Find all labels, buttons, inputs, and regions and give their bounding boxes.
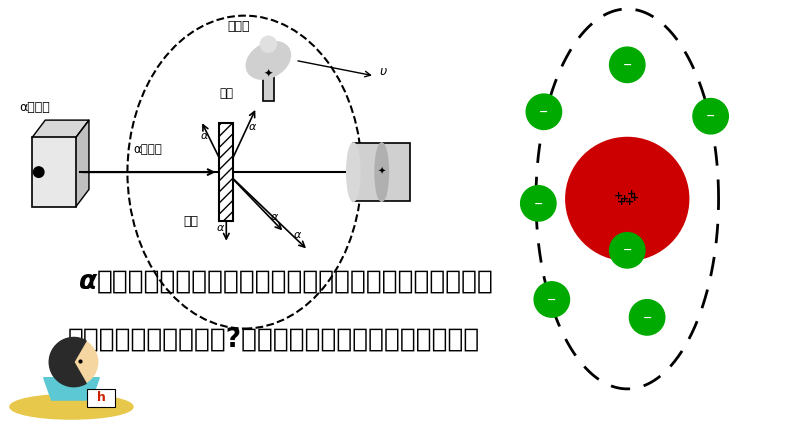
Circle shape: [521, 186, 556, 221]
Text: α: α: [217, 223, 225, 233]
Ellipse shape: [375, 143, 388, 201]
Text: h: h: [97, 391, 106, 404]
Text: 原子核的周围怎样运动?这些还要通过其他事实才能认识。: 原子核的周围怎样运动?这些还要通过其他事实才能认识。: [67, 327, 480, 353]
Text: +: +: [614, 190, 623, 201]
Ellipse shape: [246, 42, 291, 79]
Text: −: −: [534, 198, 543, 208]
Circle shape: [693, 98, 728, 134]
Text: 粒子散射的实验使我们知道原子具有核式结构，但电子在: 粒子散射的实验使我们知道原子具有核式结构，但电子在: [97, 269, 494, 295]
Circle shape: [534, 282, 569, 317]
Text: ✦: ✦: [378, 167, 386, 177]
FancyBboxPatch shape: [219, 123, 233, 221]
Text: −: −: [642, 312, 652, 322]
Text: α粒子源: α粒子源: [19, 101, 49, 114]
Text: +: +: [626, 190, 636, 199]
Ellipse shape: [347, 143, 360, 201]
Text: +: +: [630, 193, 639, 203]
Circle shape: [526, 94, 561, 130]
Text: α: α: [294, 230, 302, 240]
Polygon shape: [44, 378, 99, 400]
Text: α: α: [249, 122, 256, 132]
Text: +: +: [619, 194, 629, 204]
Text: −: −: [622, 60, 632, 70]
Text: −: −: [539, 107, 549, 117]
Text: υ: υ: [379, 65, 387, 78]
Polygon shape: [32, 120, 89, 138]
Text: 真空: 真空: [183, 215, 198, 228]
Text: α: α: [270, 212, 278, 222]
Text: α: α: [201, 131, 209, 141]
Text: ✦: ✦: [264, 69, 273, 79]
Text: −: −: [706, 111, 715, 121]
Wedge shape: [49, 337, 87, 387]
Polygon shape: [76, 120, 89, 207]
Text: 金箔: 金箔: [219, 87, 233, 101]
Text: α: α: [79, 269, 98, 295]
Text: +: +: [625, 198, 634, 207]
FancyBboxPatch shape: [87, 389, 115, 407]
Circle shape: [610, 232, 645, 268]
FancyBboxPatch shape: [353, 143, 410, 201]
Text: +: +: [617, 197, 626, 207]
Circle shape: [33, 167, 44, 177]
Circle shape: [566, 137, 688, 260]
Circle shape: [50, 338, 98, 386]
Text: −: −: [622, 245, 632, 255]
Circle shape: [260, 36, 276, 52]
Ellipse shape: [10, 394, 133, 419]
Text: −: −: [547, 295, 557, 304]
Circle shape: [630, 299, 665, 335]
FancyBboxPatch shape: [32, 138, 76, 207]
Circle shape: [610, 47, 645, 83]
Text: 荧光屏: 荧光屏: [227, 20, 249, 34]
FancyBboxPatch shape: [263, 67, 274, 101]
Text: α粒子束: α粒子束: [133, 143, 162, 156]
